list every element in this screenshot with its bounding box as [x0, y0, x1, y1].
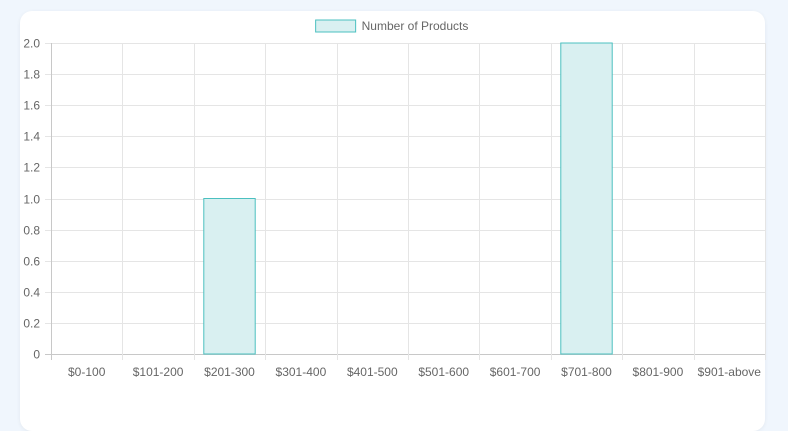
y-tick-label: 2.0 — [23, 37, 40, 51]
legend-label[interactable]: Number of Products — [362, 19, 469, 33]
x-tick-label: $801-900 — [633, 365, 684, 379]
y-tick-label: 1.6 — [23, 99, 40, 113]
legend-swatch[interactable] — [315, 19, 357, 33]
x-tick-label: $601-700 — [490, 365, 541, 379]
x-tick-label: $201-300 — [204, 365, 255, 379]
bars — [203, 42, 613, 355]
y-axis-ticks: 0 0.2 0.4 0.6 0.8 1.0 1.2 1.4 1.6 1.8 2.0 — [23, 37, 40, 362]
y-tick-label: 1.4 — [23, 130, 40, 144]
x-tick-label: $301-400 — [276, 365, 327, 379]
grid-lines — [45, 43, 766, 360]
x-tick-label: $0-100 — [68, 365, 106, 379]
x-tick-label: $401-500 — [347, 365, 398, 379]
y-tick-label: 0.4 — [23, 286, 40, 300]
x-tick-label: $501-600 — [418, 365, 469, 379]
x-tick-label: $701-800 — [561, 365, 612, 379]
bar[interactable] — [203, 198, 256, 355]
chart-card — [20, 11, 765, 431]
legend[interactable]: Number of Products — [315, 19, 469, 33]
x-tick-label: $101-200 — [133, 365, 184, 379]
bar[interactable] — [560, 42, 613, 355]
y-tick-label: 1.8 — [23, 68, 40, 82]
y-tick-label: 0.8 — [23, 224, 40, 238]
y-tick-label: 0.2 — [23, 317, 40, 331]
y-tick-label: 0 — [33, 348, 40, 362]
y-tick-label: 1.0 — [23, 193, 40, 207]
bar-chart: 0 0.2 0.4 0.6 0.8 1.0 1.2 1.4 1.6 1.8 2.0 $0-100 $1… — [23, 19, 766, 379]
x-axis-ticks: $0-100 $101-200 $201-300 $301-400 $401-500 $5… — [68, 365, 761, 379]
y-tick-label: 1.2 — [23, 161, 40, 175]
y-tick-label: 0.6 — [23, 255, 40, 269]
x-tick-label: $901-above — [698, 365, 762, 379]
